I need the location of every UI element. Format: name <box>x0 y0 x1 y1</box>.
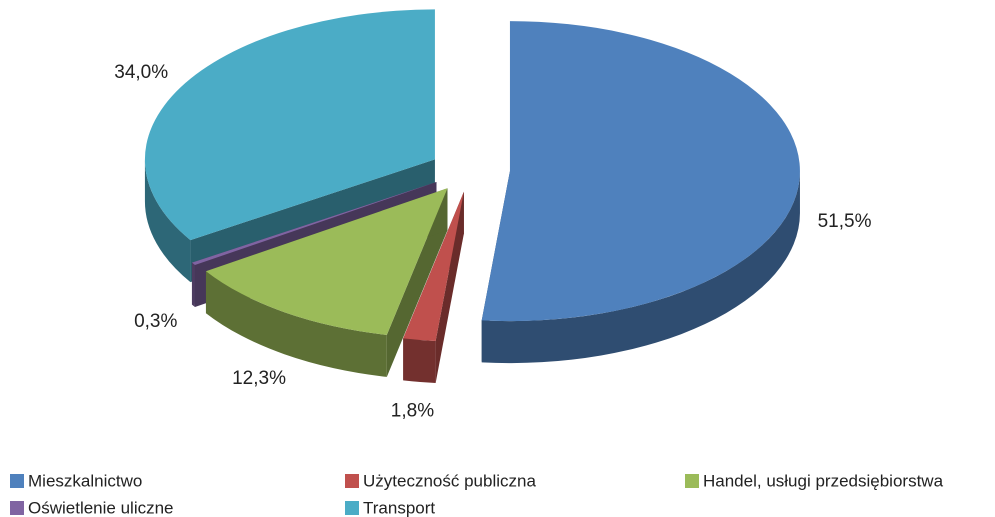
data-label: 51,5% <box>818 211 872 232</box>
slice <box>205 188 448 335</box>
slice-wall <box>191 262 195 308</box>
slice <box>191 182 437 266</box>
slice-wall <box>403 338 436 384</box>
legend-swatch <box>10 474 24 488</box>
slice-wall <box>481 171 800 364</box>
slice <box>144 9 435 241</box>
slice <box>403 191 464 342</box>
legend-swatch <box>10 501 24 515</box>
slice-wall <box>144 159 191 283</box>
data-label: 1,8% <box>391 401 434 422</box>
slice-wall <box>205 271 387 377</box>
data-label: 12,3% <box>232 368 286 389</box>
legend-label: Handel, usługi przedsiębiorstwa <box>703 471 944 490</box>
legend-label: Mieszkalnictwo <box>28 471 142 490</box>
legend-label: Oświetlenie uliczne <box>28 498 174 517</box>
legend-label: Transport <box>363 498 435 517</box>
data-label: 0,3% <box>134 311 177 332</box>
legend-swatch <box>345 501 359 515</box>
slice <box>481 21 800 322</box>
legend-swatch <box>685 474 699 488</box>
legend-label: Użyteczność publiczna <box>363 471 536 490</box>
legend-swatch <box>345 474 359 488</box>
data-label: 34,0% <box>114 62 168 83</box>
